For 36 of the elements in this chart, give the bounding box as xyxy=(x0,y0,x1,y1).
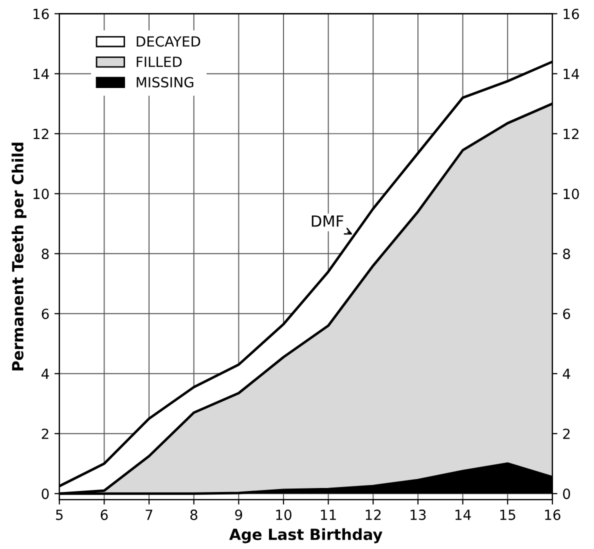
x-tick-label: 8 xyxy=(190,510,198,520)
y-tick-label: 12 xyxy=(34,128,48,139)
y-tick-label: 0 xyxy=(42,488,49,500)
y2-tick-label: 16 xyxy=(564,8,579,20)
x-tick-label: 6 xyxy=(100,510,108,520)
y2-tick-label: 14 xyxy=(564,68,580,79)
x-tick-label: 7 xyxy=(146,510,152,520)
x-tick-label: 9 xyxy=(235,510,242,520)
x-tick-label: 10 xyxy=(276,510,292,520)
y2-tick-label: 0 xyxy=(563,488,570,500)
x-tick-label: 13 xyxy=(410,510,426,520)
y2-tick-label: 4 xyxy=(562,368,570,379)
y2-tick-label: 6 xyxy=(563,308,570,320)
x-tick-label: 5 xyxy=(56,510,63,520)
y-tick-label: 6 xyxy=(42,308,49,320)
y-tick-label: 8 xyxy=(42,248,49,260)
y2-tick-label: 8 xyxy=(563,248,570,260)
y-tick-label: 4 xyxy=(42,368,49,379)
y2-tick-label: 2 xyxy=(563,428,570,439)
x-tick-label: 12 xyxy=(366,510,381,520)
legend-label: DECAYED xyxy=(136,36,200,47)
legend-label: FILLED xyxy=(136,56,182,67)
y-tick-label: 10 xyxy=(34,188,49,200)
y-axis-title: Permanent Teeth per Child xyxy=(12,142,26,370)
y2-tick-label: 10 xyxy=(564,188,579,200)
legend-label: MISSING xyxy=(136,76,194,88)
y-tick-label: 16 xyxy=(34,8,49,20)
x-tick-label: 14 xyxy=(455,510,471,520)
x-tick-label: 16 xyxy=(545,510,560,520)
x-axis-title: Age Last Birthday xyxy=(229,528,382,544)
y-tick-label: 2 xyxy=(42,428,48,439)
y-tick-label: 14 xyxy=(34,68,49,79)
y2-tick-label: 12 xyxy=(564,128,578,139)
x-tick-label: 15 xyxy=(500,510,516,520)
annotation: DMF xyxy=(312,216,344,227)
x-tick-label: 11 xyxy=(321,510,336,520)
